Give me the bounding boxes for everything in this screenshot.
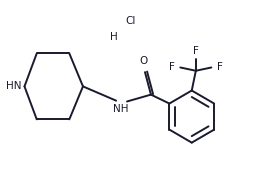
Text: H: H [110, 32, 118, 42]
Text: Cl: Cl [125, 16, 135, 26]
Text: NH: NH [113, 104, 129, 114]
Text: O: O [140, 56, 148, 66]
Text: HN: HN [6, 81, 21, 91]
Text: F: F [193, 46, 199, 56]
Text: F: F [217, 62, 223, 72]
Text: F: F [169, 62, 175, 72]
